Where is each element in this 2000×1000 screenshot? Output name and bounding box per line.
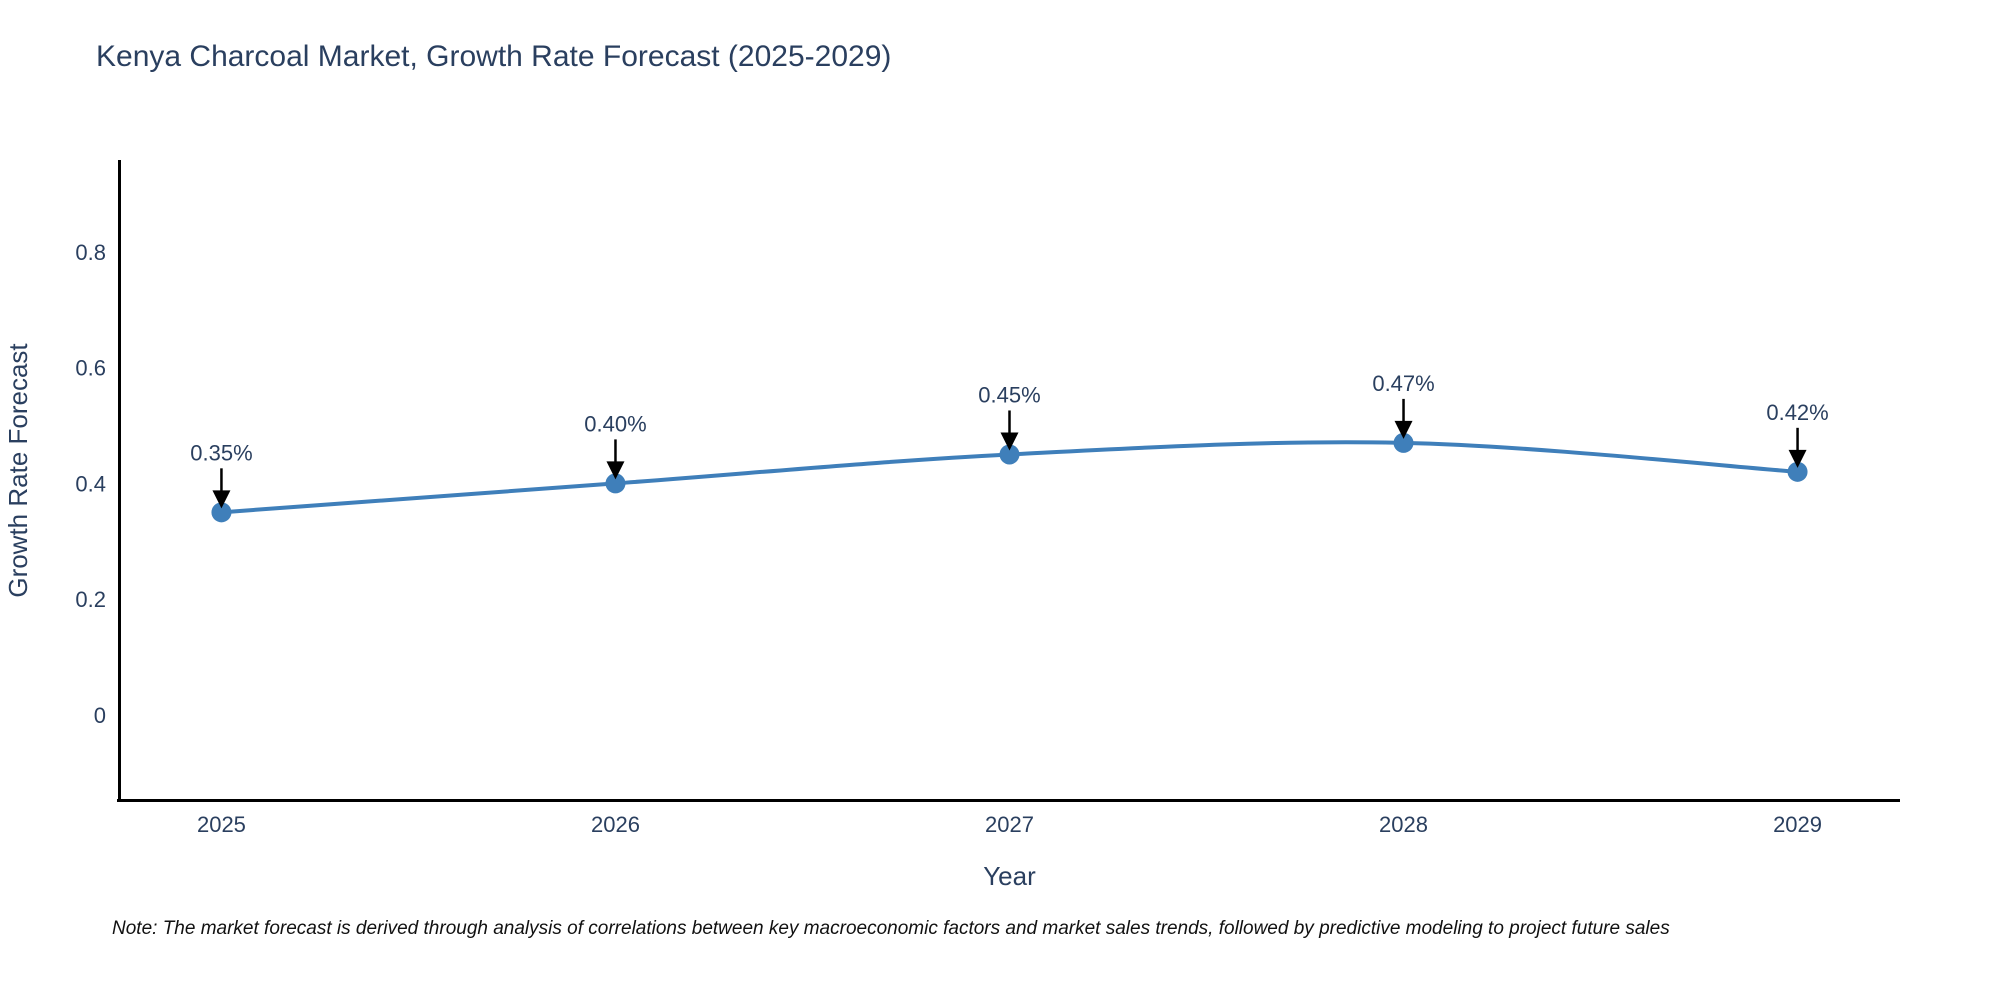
annotation-label: 0.42% [1766,400,1828,425]
x-axis-title: Year [983,861,1036,891]
annotation-arrow-head [212,490,231,509]
y-tick-label: 0.2 [75,587,106,612]
y-axis-title: Growth Rate Forecast [3,343,33,598]
annotation-label: 0.40% [584,411,646,436]
x-tick-label: 2028 [1379,812,1428,837]
y-tick-label: 0 [94,703,106,728]
y-tick-label: 0.8 [75,240,106,265]
data-point-marker [1393,432,1414,453]
annotation-label: 0.35% [190,440,252,465]
annotation-arrow-head [1394,420,1413,439]
annotation-label: 0.47% [1372,371,1434,396]
y-tick-label: 0.6 [75,356,106,381]
chart-footnote: Note: The market forecast is derived thr… [112,918,1670,939]
data-point-marker [999,444,1020,465]
x-tick-label: 2027 [985,812,1034,837]
x-tick-label: 2029 [1773,812,1822,837]
data-point-marker [605,473,626,494]
annotation-arrow-head [1788,449,1807,468]
y-tick-label: 0.4 [75,471,106,496]
x-tick-label: 2026 [591,812,640,837]
annotation-arrow-head [606,461,625,480]
data-point-marker [211,502,232,523]
x-tick-label: 2025 [197,812,246,837]
annotation-arrow-head [1000,432,1019,451]
chart-title: Kenya Charcoal Market, Growth Rate Forec… [96,40,892,73]
data-point-marker [1787,461,1808,482]
annotation-label: 0.45% [978,382,1040,407]
